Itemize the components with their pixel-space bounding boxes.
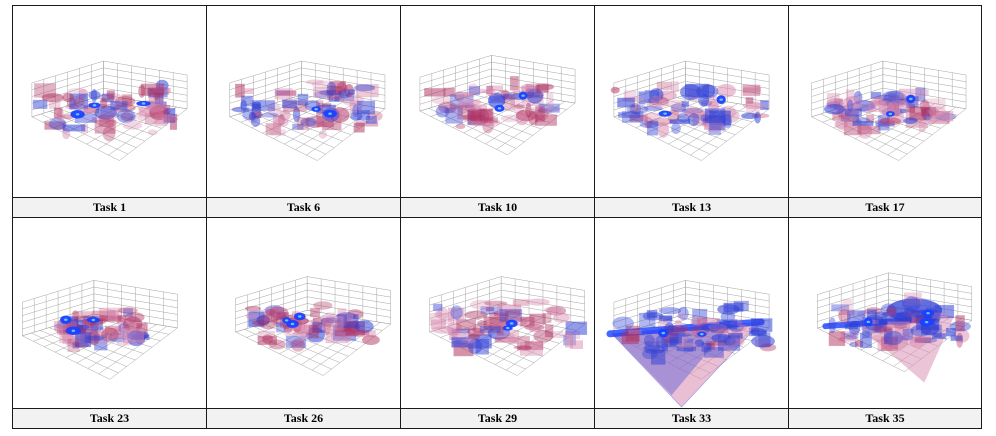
panel-caption: Task 35: [789, 409, 981, 428]
panel-caption: Task 23: [13, 409, 206, 428]
volume-render: [789, 218, 981, 409]
volume-cloud: [53, 307, 150, 353]
volume-render: [595, 6, 788, 198]
volume-render: [13, 6, 206, 198]
volume-plot-svg: [22, 280, 178, 380]
volume-plot-svg: [419, 55, 576, 156]
volume-cloud: [32, 79, 178, 142]
volume-plot-svg: [811, 60, 967, 161]
volume-cloud: [606, 300, 777, 408]
panel-caption: Task 13: [595, 198, 788, 217]
volume-render: [13, 218, 206, 409]
volume-plot-svg: [235, 276, 391, 376]
volume-render: [789, 6, 981, 198]
volume-plot-svg: [606, 280, 777, 408]
panel-caption: Task 29: [401, 409, 594, 428]
volume-cloud: [429, 298, 588, 357]
volume-cloud: [245, 301, 380, 352]
volume-render: [401, 218, 594, 409]
panel-caption: Task 1: [13, 198, 206, 217]
panel-task-9: Task 33: [594, 217, 789, 429]
panel-caption: Task 26: [207, 409, 400, 428]
volume-plot-svg: [229, 60, 386, 161]
panel-task-2: Task 6: [206, 5, 401, 218]
figure-grid: Task 1 Task 6 Task 10 Task 13 Task 17 Task 23…: [12, 5, 982, 429]
volume-plot-svg: [429, 276, 588, 376]
panel-caption: Task 6: [207, 198, 400, 217]
volume-plot-svg: [817, 272, 973, 383]
panel-task-3: Task 10: [400, 5, 595, 218]
volume-plot-svg: [610, 60, 770, 161]
panel-caption: Task 17: [789, 198, 981, 217]
volume-render: [207, 218, 400, 409]
volume-render: [401, 6, 594, 198]
volume-render: [207, 6, 400, 198]
panel-task-7: Task 26: [206, 217, 401, 429]
panel-task-1: Task 1: [12, 5, 207, 218]
panel-task-8: Task 29: [400, 217, 595, 429]
volume-cloud: [610, 81, 770, 138]
panel-task-4: Task 13: [594, 5, 789, 218]
volume-cloud: [231, 79, 383, 139]
panel-task-10: Task 35: [788, 217, 982, 429]
panel-caption: Task 10: [401, 198, 594, 217]
volume-cloud: [824, 87, 957, 139]
volume-render: [595, 218, 788, 409]
volume-cloud: [822, 292, 971, 383]
volume-plot-svg: [31, 60, 188, 161]
panel-task-6: Task 23: [12, 217, 207, 429]
volume-cloud: [424, 76, 561, 134]
panel-task-5: Task 17: [788, 5, 982, 218]
panel-caption: Task 33: [595, 409, 788, 428]
